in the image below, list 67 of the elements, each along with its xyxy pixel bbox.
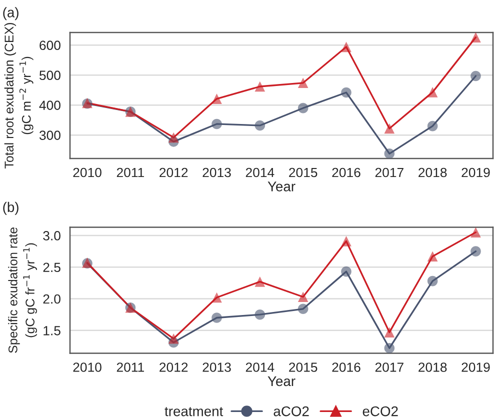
point [384,123,395,134]
point [168,132,179,143]
y-axis-title: Specific exudation rate (gC gC fr$^{−1}$ yr$^{−1}$) [8,228,37,353]
point [384,327,395,338]
legend-label: eCO2 [362,406,398,416]
x-tick-label: 2012 [160,168,188,178]
point [298,292,308,302]
x-axis-title: Year [268,376,296,386]
x-tick-label: 2015 [289,362,318,372]
chart-title: (a) [3,7,18,20]
x-tick-label: 2017 [375,362,404,372]
x-tick-label: 2019 [462,362,490,372]
y-tick-label: 2.0 [43,294,60,304]
legend-title: treatment [164,407,224,416]
x-tick-label: 2012 [160,362,188,372]
point [384,148,395,158]
point [470,246,481,256]
point [212,118,222,130]
point [427,276,438,286]
point [254,276,266,287]
y-tick-label: 2.5 [43,262,60,272]
x-tick-label: 2010 [73,362,102,372]
x-tick-label: 2019 [462,168,490,178]
point [470,70,481,82]
x-tick-label: 2018 [418,362,447,372]
point [254,120,266,131]
x-axis-title: Year [268,182,296,192]
x-tick-label: 2011 [116,168,144,178]
point [298,102,308,114]
y-axis-title: Total root exudation (CEX) (gC m$^{−2}$ yr$^{−1}$) [4,22,34,169]
x-tick-label: 2014 [246,362,274,372]
y-tick-label: 300 [39,130,60,140]
x-tick-label: 2014 [246,168,274,178]
x-tick-label: 2013 [202,362,231,372]
point [427,87,438,98]
x-tick-label: 2018 [418,168,447,178]
x-tick-label: 2017 [375,168,404,178]
point [427,120,438,132]
x-tick-label: 2011 [116,362,144,372]
point [341,236,352,246]
point [470,32,481,42]
chart-title: (b) [3,202,18,215]
x-tick-label: 2016 [332,362,360,372]
y-tick-label: 3.0 [43,231,60,240]
x-tick-label: 2015 [289,168,318,178]
point [341,266,352,277]
point [341,87,352,98]
point [384,342,395,354]
y-tick-label: 500 [39,70,60,80]
y-tick-label: 600 [40,40,60,50]
y-tick-label: 1.5 [44,326,60,336]
y-tick-label: 400 [39,100,60,110]
point [254,309,266,320]
point [212,292,222,303]
point [427,251,438,262]
point [341,42,352,52]
legend-label: aCO2 [274,406,309,416]
point [298,304,308,314]
point [168,333,179,344]
point [470,227,481,238]
x-tick-label: 2016 [332,168,360,178]
x-tick-label: 2013 [202,168,231,178]
point [298,78,308,88]
x-tick-label: 2010 [73,168,102,178]
point [254,81,266,92]
point [212,312,222,323]
point [212,94,222,104]
